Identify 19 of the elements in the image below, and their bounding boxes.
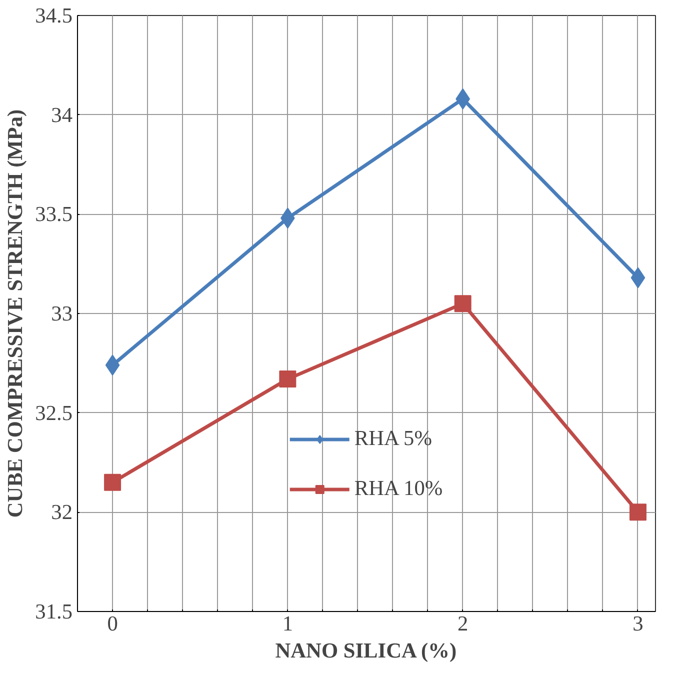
x-tick-label: 3 xyxy=(632,612,644,636)
x-tick-label: 1 xyxy=(282,612,294,636)
legend-label: RHA 5% xyxy=(354,426,432,451)
x-axis-title: NANO SILICA (%) xyxy=(275,638,457,662)
point xyxy=(629,504,646,521)
x-tick-label: 2 xyxy=(458,612,468,636)
y-tick-label: 31.5 xyxy=(35,600,73,624)
y-axis-title: CUBE COMPRESSIVE STRENGTH (MPa) xyxy=(3,109,28,518)
y-tick-label: 34.5 xyxy=(35,4,73,28)
point xyxy=(454,295,472,312)
x-tick-label: 0 xyxy=(107,612,118,636)
y-tick-label: 32.5 xyxy=(35,400,73,425)
y-tick-label: 34 xyxy=(51,102,73,127)
point xyxy=(104,474,122,491)
y-tick-label: 33 xyxy=(51,302,72,326)
point xyxy=(279,370,296,388)
y-tick-label: 33.5 xyxy=(35,202,73,226)
y-tick-label: 32 xyxy=(51,500,72,524)
legend-label: RHA 10% xyxy=(354,476,443,501)
